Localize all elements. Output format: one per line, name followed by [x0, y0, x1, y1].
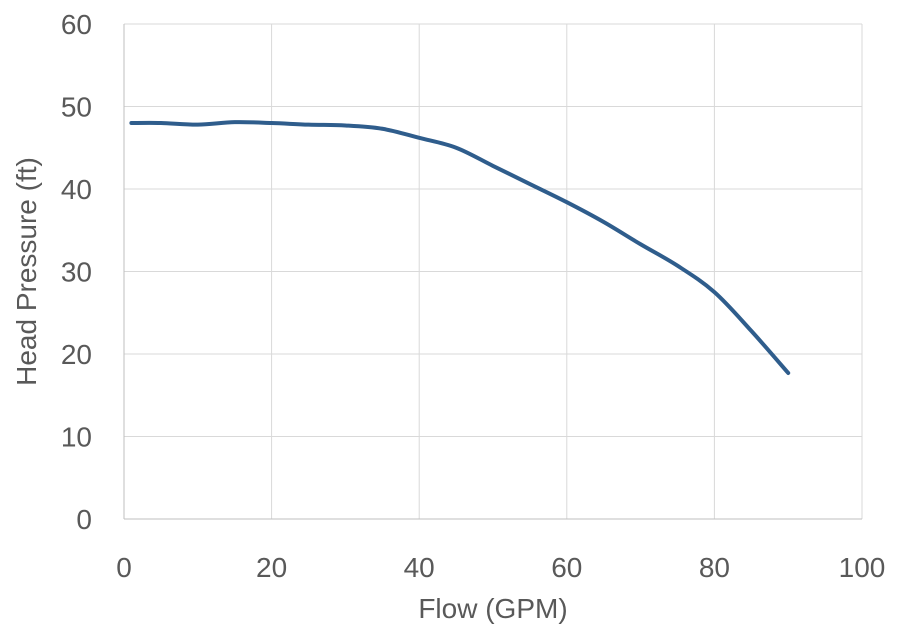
x-tick-label: 80	[699, 552, 730, 583]
y-tick-label: 50	[61, 92, 92, 123]
axis-layer	[123, 24, 862, 520]
x-tick-label: 40	[404, 552, 435, 583]
y-tick-label: 10	[61, 422, 92, 453]
y-tick-label: 0	[76, 504, 92, 535]
series-layer	[129, 120, 791, 375]
y-tick-label: 20	[61, 339, 92, 370]
x-tick-label: 20	[256, 552, 287, 583]
x-tick-label: 0	[116, 552, 132, 583]
grid-layer	[124, 23, 863, 519]
y-axis-title: Head Pressure (ft)	[11, 157, 42, 386]
y-tick-label: 40	[61, 174, 92, 205]
tick-label-layer: 0 10 20 30 40 50 60 0 20 40 60 80 100	[61, 9, 886, 583]
x-tick-label: 60	[551, 552, 582, 583]
x-tick-label: 100	[839, 552, 886, 583]
y-tick-label: 30	[61, 257, 92, 288]
x-axis-title: Flow (GPM)	[418, 593, 567, 624]
head-pressure-curve	[129, 120, 791, 375]
y-tick-label: 60	[61, 9, 92, 40]
